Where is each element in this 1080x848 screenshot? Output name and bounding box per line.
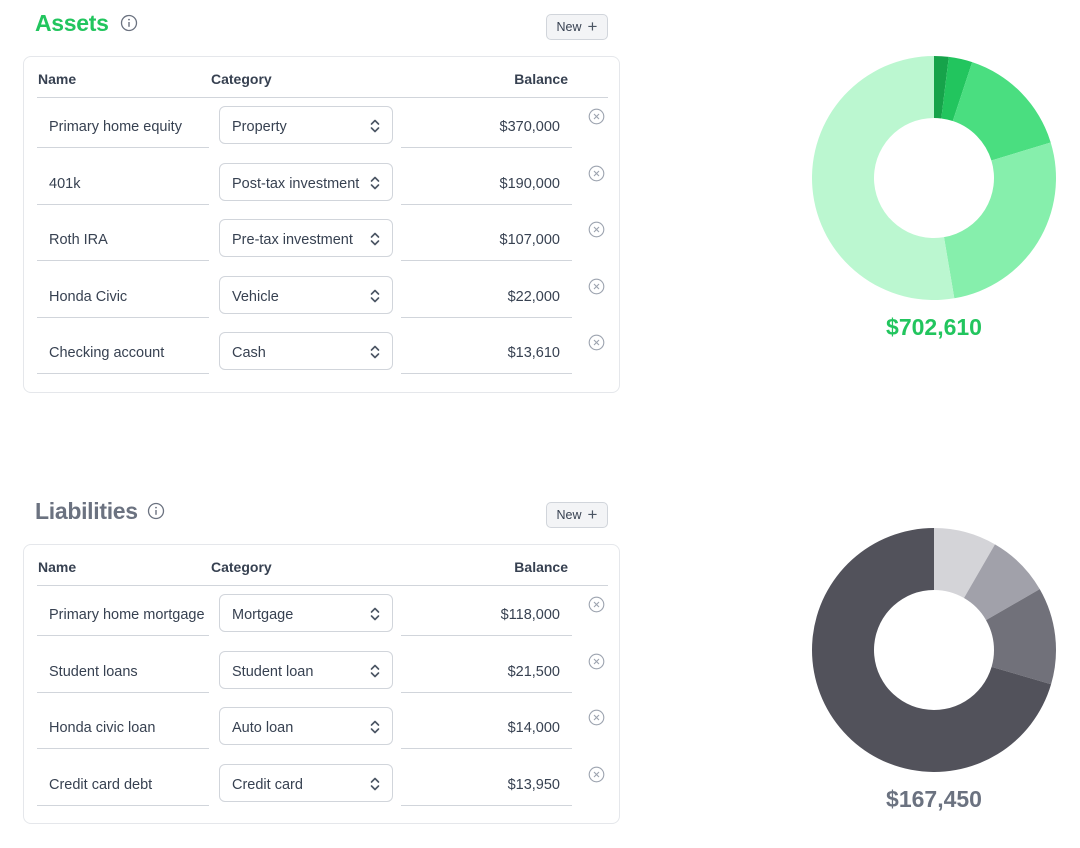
table-row: Credit card debt Credit card $13,950 — [37, 756, 608, 806]
balance-input[interactable]: $190,000 — [401, 159, 572, 205]
chevron-up-down-icon — [370, 664, 380, 677]
chevron-up-down-icon — [370, 345, 380, 359]
name-input[interactable]: Honda Civic — [37, 272, 209, 318]
balance-input[interactable]: $118,000 — [401, 590, 572, 636]
remove-row-icon[interactable] — [588, 334, 605, 351]
name-input[interactable]: Primary home mortgage — [37, 590, 209, 636]
name-input[interactable]: Roth IRA — [37, 215, 209, 261]
category-select[interactable]: Auto loan — [219, 707, 393, 745]
assets-section: Assets New + Name Category Balance Prima… — [0, 0, 1080, 420]
liabilities-section: Liabilities New + Name Category Balance … — [0, 488, 1080, 848]
plus-icon: + — [587, 505, 598, 524]
liabilities-total: $167,450 — [886, 786, 982, 812]
table-header: Name Category Balance — [37, 545, 608, 586]
category-select[interactable]: Mortgage — [219, 594, 393, 632]
new-button-label: New — [556, 508, 582, 522]
liabilities-donut-chart — [812, 528, 1056, 772]
category-select-value: Property — [232, 119, 287, 135]
donut-slice-student-loan — [986, 589, 1056, 685]
category-select-value: Mortgage — [232, 607, 294, 623]
name-input[interactable]: 401k — [37, 159, 209, 205]
category-select[interactable]: Student loan — [219, 650, 393, 689]
balance-input[interactable]: $14,000 — [401, 703, 572, 749]
chevron-up-down-icon — [370, 176, 380, 189]
name-input[interactable]: Honda civic loan — [37, 703, 209, 749]
category-select-value: Vehicle — [232, 288, 279, 305]
remove-row-icon[interactable] — [588, 596, 605, 613]
category-select[interactable]: Vehicle — [219, 275, 393, 314]
category-select[interactable]: Post-tax investment — [219, 162, 393, 201]
chevron-up-down-icon — [370, 232, 380, 246]
column-header-name: Name — [38, 559, 77, 575]
column-header-name: Name — [38, 71, 77, 87]
assets-title: Assets — [35, 10, 109, 36]
table-row: 401k Post-tax investment $190,000 — [37, 155, 608, 205]
category-select[interactable]: Property — [219, 106, 393, 144]
column-header-balance: Balance — [514, 71, 568, 87]
table-header: Name Category Balance — [37, 57, 608, 98]
chevron-up-down-icon — [370, 119, 380, 133]
remove-row-icon[interactable] — [588, 278, 605, 295]
name-input[interactable]: Primary home equity — [37, 102, 209, 148]
category-select-value: Cash — [232, 345, 266, 361]
table-row: Primary home equity Property $370,000 — [37, 98, 608, 148]
chevron-up-down-icon — [370, 289, 380, 302]
info-icon[interactable] — [120, 14, 138, 32]
new-asset-button[interactable]: New + — [546, 14, 608, 40]
table-row: Checking account Cash $13,610 — [37, 324, 608, 374]
donut-slice-vehicle — [941, 56, 973, 122]
donut-slice-pre-tax-investment — [952, 62, 1051, 161]
donut-slice-credit-card — [934, 528, 995, 599]
new-button-label: New — [556, 20, 582, 34]
liabilities-title: Liabilities — [35, 498, 138, 524]
remove-row-icon[interactable] — [588, 108, 605, 125]
donut-slice-post-tax-investment — [943, 142, 1056, 299]
category-select-value: Post-tax investment — [232, 175, 360, 192]
remove-row-icon[interactable] — [588, 165, 605, 182]
donut-slice-mortgage — [812, 528, 1052, 772]
category-select-value: Credit card — [232, 776, 303, 793]
balance-input[interactable]: $13,610 — [401, 328, 572, 374]
table-row: Honda civic loan Auto loan $14,000 — [37, 699, 608, 749]
name-input[interactable]: Credit card debt — [37, 760, 209, 806]
remove-row-icon[interactable] — [588, 653, 605, 670]
balance-input[interactable]: $107,000 — [401, 215, 572, 261]
liabilities-table: Name Category Balance Primary home mortg… — [23, 544, 620, 824]
category-select-value: Pre-tax investment — [232, 232, 353, 248]
remove-row-icon[interactable] — [588, 766, 605, 783]
plus-icon: + — [587, 17, 598, 36]
info-icon[interactable] — [147, 502, 165, 520]
assets-total: $702,610 — [886, 314, 982, 340]
chevron-up-down-icon — [370, 607, 380, 621]
category-select-value: Auto loan — [232, 720, 294, 736]
assets-table: Name Category Balance Primary home equit… — [23, 56, 620, 393]
assets-donut-chart — [811, 56, 1056, 300]
chevron-up-down-icon — [370, 777, 380, 790]
category-select-value: Student loan — [232, 663, 314, 680]
chevron-up-down-icon — [370, 720, 380, 734]
balance-input[interactable]: $370,000 — [401, 102, 572, 148]
category-select[interactable]: Pre-tax investment — [219, 219, 393, 257]
table-row: Student loans Student loan $21,500 — [37, 643, 608, 693]
remove-row-icon[interactable] — [588, 709, 605, 726]
table-row: Honda Civic Vehicle $22,000 — [37, 268, 608, 318]
balance-input[interactable]: $21,500 — [401, 647, 572, 693]
donut-slice-property — [811, 56, 955, 300]
balance-input[interactable]: $13,950 — [401, 760, 572, 806]
donut-slice-auto-loan — [963, 544, 1040, 621]
donut-slice-cash — [934, 56, 949, 119]
column-header-category: Category — [211, 559, 272, 575]
name-input[interactable]: Student loans — [37, 647, 209, 693]
name-input[interactable]: Checking account — [37, 328, 209, 374]
category-select[interactable]: Cash — [219, 332, 393, 370]
category-select[interactable]: Credit card — [219, 763, 393, 802]
balance-input[interactable]: $22,000 — [401, 272, 572, 318]
table-row: Roth IRA Pre-tax investment $107,000 — [37, 211, 608, 261]
remove-row-icon[interactable] — [588, 221, 605, 238]
column-header-category: Category — [211, 71, 272, 87]
new-liability-button[interactable]: New + — [546, 502, 608, 528]
table-row: Primary home mortgage Mortgage $118,000 — [37, 586, 608, 636]
column-header-balance: Balance — [514, 559, 568, 575]
